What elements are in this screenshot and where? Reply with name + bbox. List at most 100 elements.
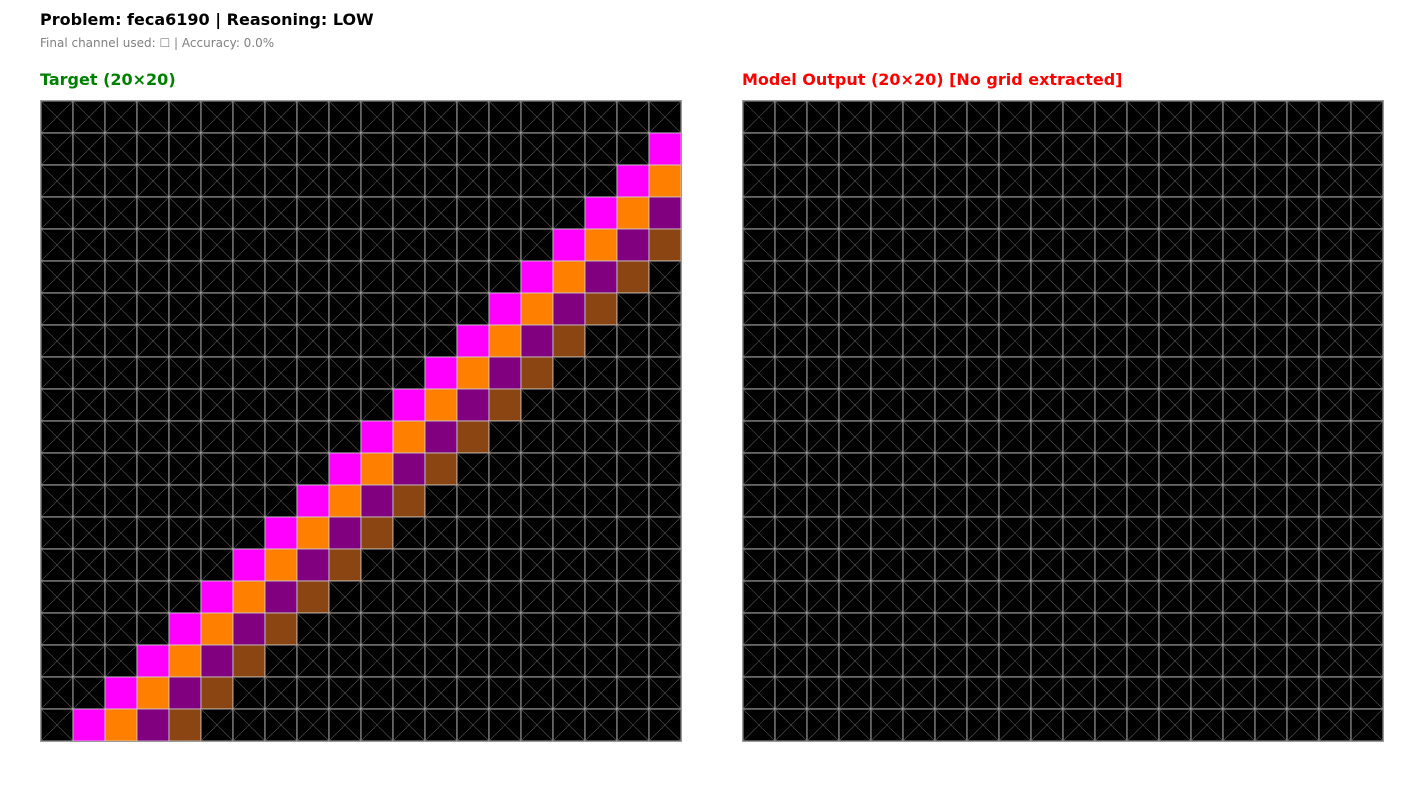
target-empty-cross — [488, 612, 522, 646]
output-empty-cross — [774, 580, 808, 614]
target-empty-cross — [456, 484, 490, 518]
output-empty-cross — [998, 612, 1032, 646]
output-empty-cross — [1062, 644, 1096, 678]
target-cell — [456, 324, 490, 358]
target-cell — [584, 196, 618, 230]
target-cell — [488, 356, 522, 390]
output-empty-cross — [1318, 548, 1352, 582]
output-empty-cross — [1286, 101, 1320, 134]
output-empty-cross — [902, 612, 936, 646]
output-empty-cross — [1318, 388, 1352, 422]
target-empty-cross — [616, 484, 650, 518]
output-empty-cross — [1190, 101, 1224, 134]
target-empty-cross — [232, 164, 266, 198]
target-empty-cross — [296, 420, 330, 454]
target-empty-cross — [200, 516, 234, 550]
target-empty-cross — [648, 484, 681, 518]
output-empty-cross — [1062, 708, 1096, 741]
target-empty-cross — [424, 644, 458, 678]
target-cell — [520, 292, 554, 326]
output-empty-cross — [1222, 356, 1256, 390]
output-empty-cross — [806, 548, 840, 582]
target-empty-cross — [648, 356, 681, 390]
output-empty-cross — [1350, 324, 1383, 358]
target-empty-cross — [72, 132, 106, 166]
target-empty-cross — [264, 676, 298, 710]
target-cell — [328, 548, 362, 582]
output-empty-cross — [966, 452, 1000, 486]
target-empty-cross — [584, 132, 618, 166]
output-empty-cross — [966, 548, 1000, 582]
target-cell — [584, 292, 618, 326]
output-empty-cross — [966, 164, 1000, 198]
output-empty-cross — [934, 708, 968, 741]
output-empty-cross — [902, 101, 936, 134]
target-cell — [328, 484, 362, 518]
output-empty-cross — [1190, 196, 1224, 230]
target-cell — [488, 324, 522, 358]
target-empty-cross — [584, 484, 618, 518]
target-empty-cross — [648, 708, 681, 741]
output-empty-cross — [1190, 420, 1224, 454]
output-empty-cross — [1318, 164, 1352, 198]
target-cell — [232, 580, 266, 614]
output-empty-cross — [1030, 452, 1064, 486]
output-empty-cross — [1318, 196, 1352, 230]
target-empty-cross — [104, 516, 138, 550]
target-empty-cross — [104, 260, 138, 294]
target-empty-cross — [41, 452, 74, 486]
output-empty-cross — [870, 132, 904, 166]
output-empty-cross — [870, 260, 904, 294]
output-empty-cross — [998, 484, 1032, 518]
page-subtitle: Final channel used: ☐ | Accuracy: 0.0% — [40, 36, 275, 50]
target-cell — [264, 516, 298, 550]
output-empty-cross — [1222, 196, 1256, 230]
output-empty-cross — [934, 132, 968, 166]
target-empty-cross — [328, 324, 362, 358]
target-empty-cross — [232, 260, 266, 294]
target-empty-cross — [616, 580, 650, 614]
output-empty-cross — [1222, 708, 1256, 741]
target-empty-cross — [552, 676, 586, 710]
output-empty-cross — [1350, 452, 1383, 486]
output-empty-cross — [966, 580, 1000, 614]
target-empty-cross — [328, 580, 362, 614]
target-empty-cross — [72, 260, 106, 294]
target-empty-cross — [264, 356, 298, 390]
target-empty-cross — [648, 612, 681, 646]
target-cell — [552, 260, 586, 294]
output-empty-cross — [1254, 292, 1288, 326]
output-empty-cross — [998, 708, 1032, 741]
target-empty-cross — [616, 292, 650, 326]
output-empty-cross — [1318, 132, 1352, 166]
output-empty-cross — [1286, 484, 1320, 518]
target-empty-cross — [232, 324, 266, 358]
output-empty-cross — [1094, 196, 1128, 230]
output-empty-cross — [1126, 356, 1160, 390]
output-empty-cross — [1318, 292, 1352, 326]
output-empty-cross — [870, 228, 904, 262]
target-empty-cross — [488, 196, 522, 230]
output-empty-cross — [1350, 548, 1383, 582]
target-empty-cross — [104, 356, 138, 390]
output-empty-cross — [870, 164, 904, 198]
target-empty-cross — [392, 292, 426, 326]
target-empty-cross — [424, 676, 458, 710]
output-empty-cross — [1094, 324, 1128, 358]
output-empty-cross — [1222, 101, 1256, 134]
target-empty-cross — [456, 101, 490, 134]
output-empty-cross — [902, 580, 936, 614]
output-empty-cross — [1286, 324, 1320, 358]
output-empty-cross — [1030, 101, 1064, 134]
output-empty-cross — [1158, 356, 1192, 390]
output-empty-cross — [1126, 708, 1160, 741]
output-empty-cross — [934, 260, 968, 294]
output-empty-cross — [934, 452, 968, 486]
target-empty-cross — [328, 644, 362, 678]
output-empty-cross — [743, 484, 776, 518]
target-empty-cross — [264, 644, 298, 678]
target-empty-cross — [232, 132, 266, 166]
target-empty-cross — [520, 388, 554, 422]
target-empty-cross — [168, 324, 202, 358]
output-empty-cross — [1350, 708, 1383, 741]
